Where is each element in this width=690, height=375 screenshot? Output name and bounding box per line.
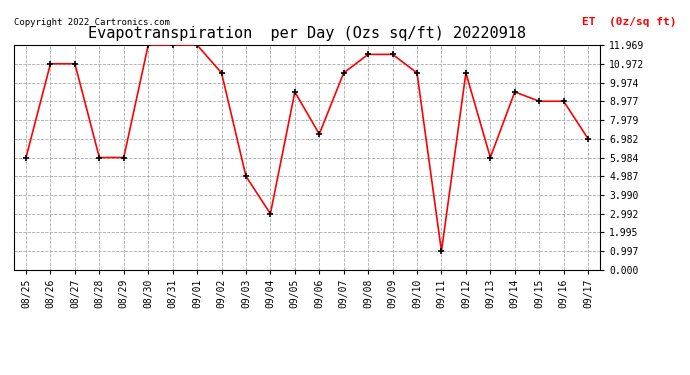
Title: Evapotranspiration  per Day (Ozs sq/ft) 20220918: Evapotranspiration per Day (Ozs sq/ft) 2… [88, 26, 526, 41]
Text: ET  (0z/sq ft): ET (0z/sq ft) [582, 17, 676, 27]
Text: Copyright 2022 Cartronics.com: Copyright 2022 Cartronics.com [14, 18, 170, 27]
